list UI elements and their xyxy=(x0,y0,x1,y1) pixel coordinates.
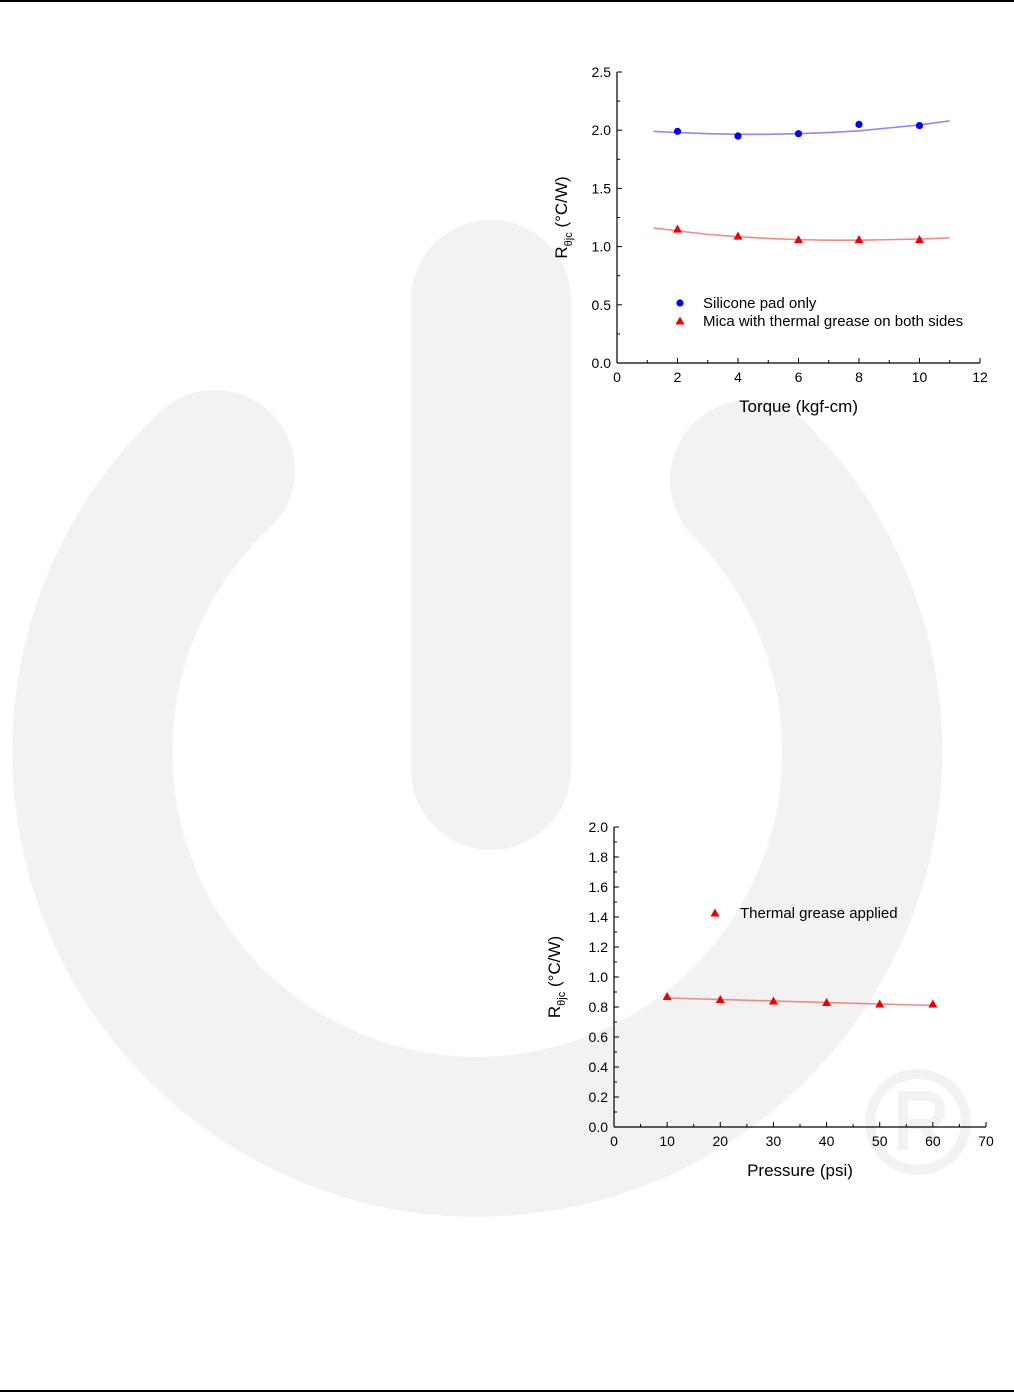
y-tick-label: 1.6 xyxy=(589,879,609,895)
y-tick-label: 1.2 xyxy=(589,939,609,955)
data-point xyxy=(715,995,725,1003)
watermark-registered-r xyxy=(898,1091,946,1153)
y-axis-title-unit: (°C/W) xyxy=(552,176,571,232)
data-point xyxy=(734,132,742,140)
x-tick-label: 50 xyxy=(872,1133,888,1149)
x-tick-label: 10 xyxy=(659,1133,675,1149)
y-tick-label: 1.0 xyxy=(589,969,609,985)
y-tick-label: 1.4 xyxy=(589,909,609,925)
data-point xyxy=(854,235,864,244)
data-point xyxy=(855,120,863,128)
fit-curve xyxy=(667,997,933,1007)
x-tick-label: 12 xyxy=(972,369,988,385)
x-tick-label: 30 xyxy=(766,1133,782,1149)
data-point xyxy=(928,999,938,1008)
y-axis-title-main: R xyxy=(545,1006,564,1018)
legend-label: Silicone pad only xyxy=(703,295,817,312)
x-tick-label: 20 xyxy=(712,1133,728,1149)
y-tick-label: 1.8 xyxy=(589,849,609,865)
legend-marker xyxy=(676,299,684,307)
y-tick-label: 0.4 xyxy=(589,1059,609,1075)
data-point xyxy=(915,235,924,244)
top-rule xyxy=(0,0,1014,2)
y-tick-label: 0.5 xyxy=(592,297,612,313)
y-tick-label: 2.0 xyxy=(589,819,609,835)
legend-label: Mica with thermal grease on both sides xyxy=(703,313,963,330)
data-point xyxy=(822,998,832,1006)
x-tick-label: 40 xyxy=(819,1133,835,1149)
x-axis-title: Pressure (psi) xyxy=(747,1161,853,1180)
watermark-ring xyxy=(12,390,943,1217)
y-tick-label: 2.0 xyxy=(592,122,612,138)
x-tick-label: 70 xyxy=(978,1133,994,1149)
x-tick-label: 2 xyxy=(674,369,682,385)
legend-marker xyxy=(710,908,720,917)
data-point xyxy=(875,999,885,1008)
x-tick-label: 60 xyxy=(925,1133,941,1149)
y-tick-label: 1.5 xyxy=(592,180,612,196)
data-point xyxy=(662,992,672,1000)
y-axis-title-main: R xyxy=(552,246,571,258)
x-tick-label: 0 xyxy=(613,369,621,385)
legend-label: Thermal grease applied xyxy=(740,905,898,922)
torque-chart: 0.0 0.5 1.0 1.5 2.0 2.5 0 2 4 6 8 10 12 Torque (kgf-c… xyxy=(552,64,988,416)
x-tick-label: 10 xyxy=(912,369,928,385)
data-point xyxy=(794,235,803,244)
x-tick-label: 0 xyxy=(610,1133,618,1149)
x-axis-title: Torque (kgf-cm) xyxy=(739,397,858,416)
y-tick-label: 1.0 xyxy=(592,239,612,255)
x-tick-label: 8 xyxy=(855,369,863,385)
y-tick-label: 0.0 xyxy=(592,355,612,371)
legend-marker xyxy=(675,316,685,325)
y-axis-title: Rθjc (°C/W) xyxy=(545,936,568,1018)
y-axis-title-unit: (°C/W) xyxy=(545,936,564,992)
y-axis-title: Rθjc (°C/W) xyxy=(552,176,575,258)
y-tick-label: 0.2 xyxy=(589,1089,609,1105)
y-tick-label: 0.8 xyxy=(589,999,609,1015)
y-tick-label: 0.6 xyxy=(589,1029,609,1045)
data-point xyxy=(915,121,924,130)
data-point xyxy=(794,130,803,138)
y-tick-label: 2.5 xyxy=(592,64,612,80)
data-point xyxy=(733,231,743,240)
data-point xyxy=(768,996,778,1005)
x-tick-label: 4 xyxy=(734,369,742,385)
fit-curve xyxy=(653,227,950,241)
bottom-rule xyxy=(0,1390,1014,1392)
watermark-registered-circle xyxy=(865,1069,971,1175)
pressure-chart: 0.0 0.2 0.4 0.6 0.8 1.0 1.2 1.4 1.6 1.8 2.0 0 10 20 30… xyxy=(545,819,994,1180)
y-tick-label: 0.0 xyxy=(589,1119,609,1135)
y-axis-title-subscript: θjc xyxy=(556,991,568,1006)
data-point xyxy=(673,127,682,135)
data-point xyxy=(673,224,682,233)
x-tick-label: 6 xyxy=(795,369,803,385)
y-axis-title-subscript: θjc xyxy=(563,232,575,247)
